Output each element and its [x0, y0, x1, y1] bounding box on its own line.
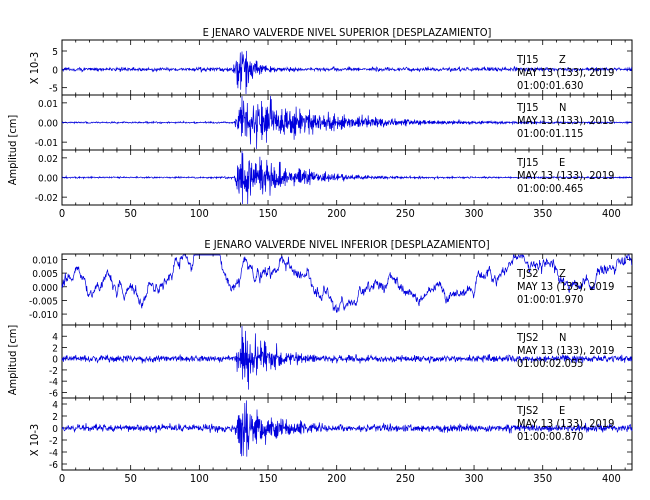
y-tick-label: 0 [52, 424, 58, 435]
x-tick-label: 300 [465, 472, 484, 485]
x-tick-label: 200 [327, 472, 346, 485]
station-label: TJ15 [516, 101, 539, 114]
y-tick-label: 0 [52, 65, 58, 76]
time-label: 01:00:01.630 [517, 79, 583, 92]
y-tick-label: 4 [52, 332, 58, 343]
waveform-tj15-z [61, 50, 633, 95]
y-tick-label: -2 [49, 366, 58, 377]
component-label: N [559, 101, 566, 114]
x-tick-label: 300 [465, 207, 484, 220]
trace-panel-frame [61, 397, 633, 471]
y-tick-label: 0.00 [38, 119, 58, 130]
y-tick-label: -0.02 [35, 193, 58, 204]
component-label: N [559, 331, 566, 344]
y-tick-label: -0.010 [29, 310, 58, 321]
component-label: Z [559, 267, 566, 280]
waveform-tjs2-n [61, 325, 633, 390]
y-tick-label: -2 [49, 436, 58, 447]
y-tick-label: 2 [52, 412, 58, 423]
x-tick-label: 200 [327, 207, 346, 220]
x-tick-label: 150 [259, 207, 278, 220]
time-label: 01:00:02.055 [517, 357, 583, 370]
time-label: 01:00:01.970 [517, 293, 583, 306]
station-label: TJS2 [516, 331, 539, 344]
y-tick-label: 5 [52, 47, 58, 58]
x-tick-label: 0 [59, 472, 65, 485]
component-label: E [559, 156, 565, 169]
y-tick-label: 0.00 [38, 174, 58, 185]
y-tick-label: -5 [49, 84, 58, 95]
x-tick-label: 50 [124, 207, 137, 220]
date-label: MAY 13 (133), 2019 [517, 344, 614, 357]
x-tick-label: 350 [533, 207, 552, 220]
x-tick-label: 100 [190, 472, 209, 485]
x-tick-label: 350 [533, 472, 552, 485]
y-axis-scale-label: X 10-3 [28, 52, 41, 84]
y-tick-label: 0 [52, 355, 58, 366]
y-tick-label: 0.01 [38, 99, 58, 110]
waveform-tj15-e [61, 150, 633, 205]
date-label: MAY 13 (133), 2019 [517, 66, 614, 79]
date-label: MAY 13 (133), 2019 [517, 417, 614, 430]
time-label: 01:00:01.115 [517, 127, 583, 140]
y-axis-scale-label: X 10-3 [28, 424, 41, 456]
y-axis-label: Amplitud [cm] [6, 115, 19, 186]
waveform-tjs2-z [61, 254, 633, 313]
y-tick-label: 0.005 [32, 269, 58, 280]
component-label: E [559, 404, 565, 417]
x-tick-label: 400 [602, 207, 621, 220]
time-label: 01:00:00.870 [517, 430, 583, 443]
y-tick-label: 0.02 [38, 154, 58, 165]
figure-title: E JENARO VALVERDE NIVEL INFERIOR [DESPLA… [204, 238, 489, 251]
y-axis-label: Amplitud [cm] [6, 325, 19, 396]
y-tick-label: -0.01 [35, 138, 58, 149]
y-tick-label: -4 [49, 448, 58, 459]
time-label: 01:00:00.465 [517, 182, 583, 195]
station-label: TJS2 [516, 404, 539, 417]
y-tick-label: -4 [49, 377, 58, 388]
date-label: MAY 13 (133), 2019 [517, 280, 614, 293]
y-tick-label: 0.000 [32, 283, 58, 294]
x-tick-label: 100 [190, 207, 209, 220]
x-tick-label: 0 [59, 207, 65, 220]
y-tick-label: -0.005 [29, 296, 58, 307]
waveform-tj15-n [62, 95, 633, 150]
x-tick-label: 50 [124, 472, 137, 485]
component-label: Z [559, 53, 566, 66]
y-tick-label: -6 [49, 460, 58, 471]
y-tick-label: -6 [49, 388, 58, 399]
station-label: TJ15 [516, 53, 539, 66]
station-label: TJ15 [516, 156, 539, 169]
x-tick-label: 400 [602, 472, 621, 485]
date-label: MAY 13 (133), 2019 [517, 169, 614, 182]
date-label: MAY 13 (133), 2019 [517, 114, 614, 127]
x-tick-label: 250 [396, 207, 415, 220]
y-tick-label: 0.010 [32, 255, 58, 266]
waveform-tjs2-e [61, 400, 633, 457]
y-tick-label: 2 [52, 343, 58, 354]
y-tick-label: 4 [52, 400, 58, 411]
figure-title: E JENARO VALVERDE NIVEL SUPERIOR [DESPLA… [203, 26, 492, 39]
x-tick-label: 150 [259, 472, 278, 485]
station-label: TJS2 [516, 267, 539, 280]
x-tick-label: 250 [396, 472, 415, 485]
